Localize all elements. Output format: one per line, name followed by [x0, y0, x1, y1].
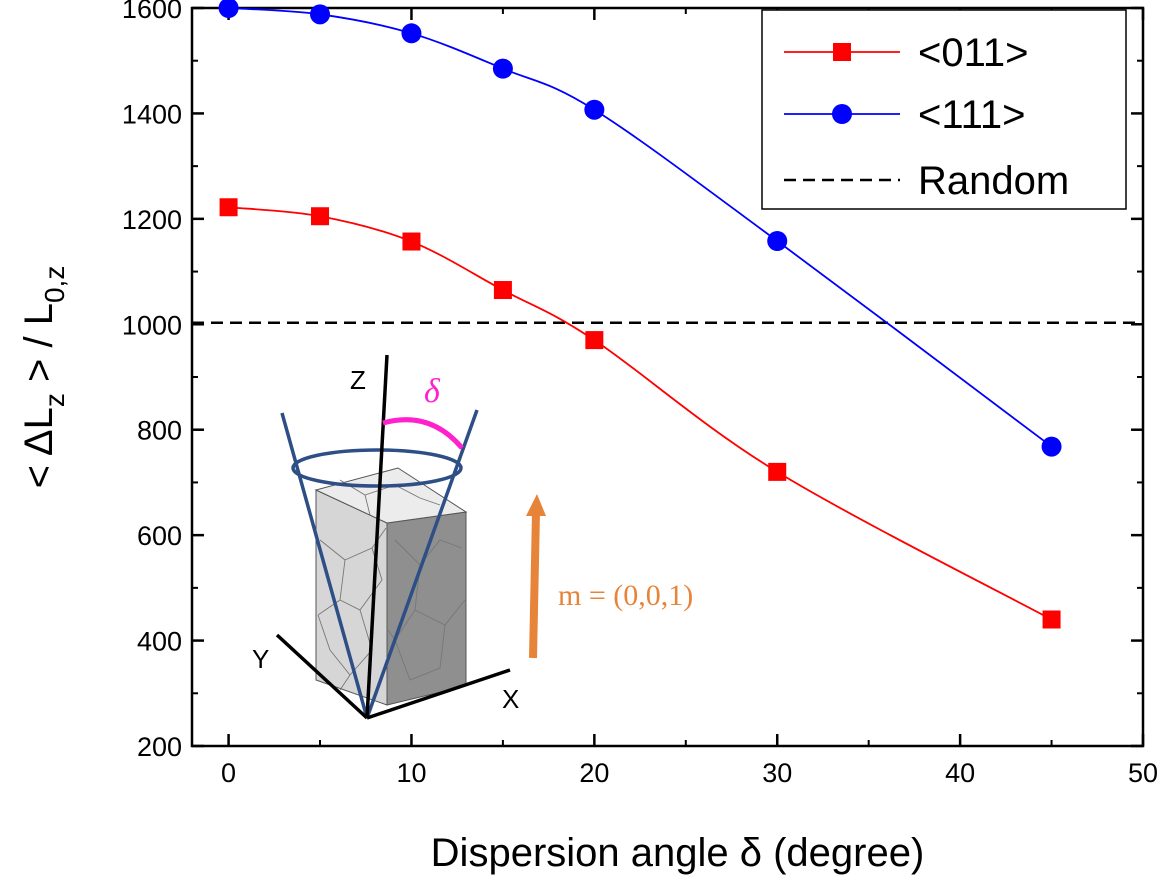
- x-tick-label: 40: [945, 758, 975, 788]
- x-tick-label: 30: [762, 758, 792, 788]
- data-point-111: [492, 58, 513, 79]
- x-tick-label: 50: [1128, 758, 1158, 788]
- data-point-111: [767, 230, 788, 251]
- x-axis-title: Dispersion angle δ (degree): [431, 831, 925, 875]
- inset-illustration: Z Y X δ m = (0,0,1): [252, 354, 693, 720]
- inset-y-label: Y: [252, 644, 269, 674]
- inset-cone-line-right: [365, 409, 479, 719]
- inset-vector-label: m = (0,0,1): [558, 579, 693, 612]
- plot-layer: 0 10 20 30 40 50 200 400 600 800 1000 1200 1400 1600 D…: [17, 0, 1158, 875]
- data-point-111: [310, 4, 331, 25]
- x-tick-label: 20: [579, 758, 609, 788]
- legend: <011> <111> Random: [761, 9, 1127, 210]
- y-tick-label: 1400: [122, 99, 182, 129]
- inset-z-axis: [365, 354, 389, 719]
- x-tick-label: 10: [396, 758, 426, 788]
- data-point-111: [401, 23, 422, 44]
- inset-cone-ellipse: [291, 448, 463, 488]
- data-point-011: [1042, 610, 1061, 629]
- legend-marker-111: [832, 104, 852, 124]
- y-tick-label: 1000: [122, 310, 182, 340]
- y-tick-label: 1200: [122, 205, 182, 235]
- data-point-111: [1041, 436, 1062, 457]
- inset-vector-arrow-head: [526, 494, 546, 516]
- inset-x-label: X: [502, 684, 519, 714]
- data-point-011: [585, 331, 604, 350]
- y-axis-title-ylabel-sub2: 0,z: [39, 266, 70, 303]
- legend-label-111: <111>: [918, 93, 1026, 137]
- series-line-011: [228, 206, 1052, 621]
- inset-vector-arrow-shaft: [529, 511, 540, 659]
- legend-label-random: Random: [918, 159, 1069, 203]
- y-tick-label: 200: [137, 732, 182, 762]
- y-axis-title-ylabel-sub1: z: [39, 393, 70, 407]
- data-point-011: [311, 207, 330, 226]
- y-axis-title-ylabel: < ΔL: [17, 407, 61, 488]
- inset-y-axis: [275, 633, 369, 720]
- legend-box: [761, 9, 1127, 210]
- y-tick-label: 800: [137, 416, 182, 446]
- data-point-011: [402, 232, 421, 251]
- data-point-011: [219, 198, 238, 217]
- y-tick-label: 400: [137, 627, 182, 657]
- legend-label-011: <011>: [918, 31, 1029, 75]
- data-point-011: [493, 281, 512, 300]
- y-tick-label: 600: [137, 521, 182, 551]
- series-line-111: [228, 7, 1053, 448]
- inset-x-axis: [366, 668, 511, 720]
- data-point-111: [218, 0, 239, 18]
- inset-block-top-face: [314, 467, 468, 524]
- inset-z-label: Z: [350, 365, 366, 395]
- y-axis-title-ylabel-mid: > / L: [17, 303, 61, 393]
- data-point-011: [768, 462, 787, 481]
- x-tick-label: 0: [221, 758, 236, 788]
- data-point-111: [584, 99, 605, 120]
- y-tick-label: 1600: [122, 0, 182, 24]
- legend-marker-011: [833, 43, 851, 61]
- y-axis-title: < ΔLz > / L0,z: [17, 266, 70, 489]
- inset-block-side-face: [386, 511, 467, 706]
- inset-angle-arc: [382, 417, 464, 450]
- inset-angle-label: δ: [424, 373, 441, 410]
